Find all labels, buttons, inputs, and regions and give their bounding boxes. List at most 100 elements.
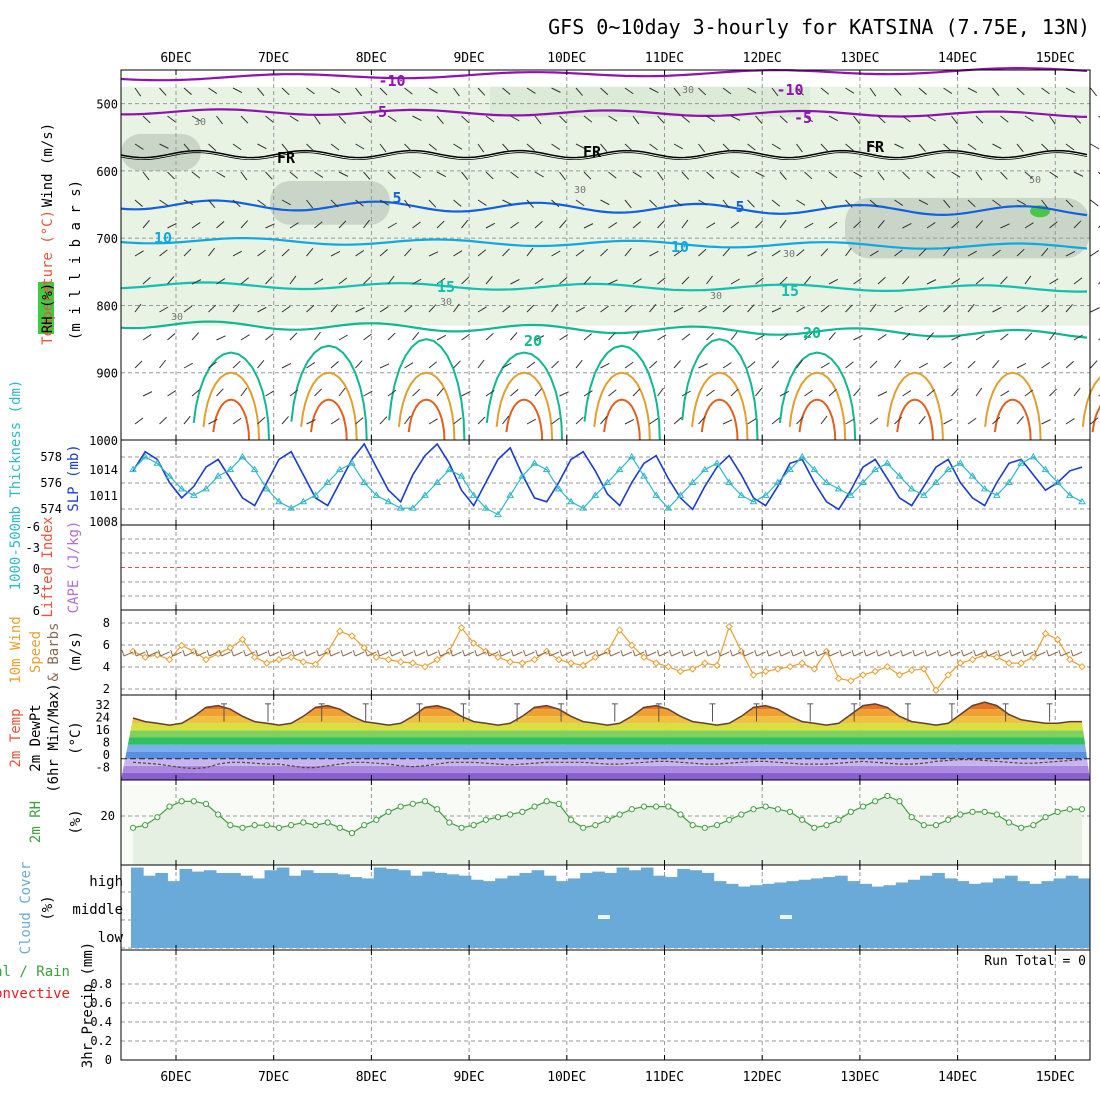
wind-barb xyxy=(1000,333,1009,341)
wind-barb xyxy=(951,115,958,125)
wind-barb xyxy=(877,333,887,341)
wind-barb xyxy=(534,115,542,125)
wind-barb xyxy=(730,115,741,121)
rh-point xyxy=(604,816,611,823)
contour-line xyxy=(120,199,1088,217)
wind-barb xyxy=(306,651,316,657)
contour-line xyxy=(120,108,1088,118)
wind-barb xyxy=(281,87,290,96)
temp-band xyxy=(121,702,1090,710)
wind-barb xyxy=(559,220,567,229)
thickness-point xyxy=(141,452,150,460)
wind-barb xyxy=(561,651,572,657)
wind-speed-point xyxy=(920,665,928,673)
wind-barb xyxy=(412,278,422,285)
wind-barb xyxy=(1016,199,1026,206)
thickness-point xyxy=(664,504,673,511)
cloud-high-bar xyxy=(907,879,921,892)
wind-barb xyxy=(387,332,396,341)
wind-barb xyxy=(330,361,339,369)
cloud-level-label: high xyxy=(89,874,123,890)
wind-barb xyxy=(412,171,421,179)
wind-barb xyxy=(943,199,951,208)
wind-barb xyxy=(779,276,788,285)
wind-barb xyxy=(575,143,586,149)
wind-barb xyxy=(948,649,952,657)
wind-barb xyxy=(551,143,561,151)
cloud-high-bar xyxy=(422,871,435,892)
wind-barb xyxy=(142,171,150,181)
rh-contour-label: 30 xyxy=(574,185,586,196)
thickness-point xyxy=(676,491,685,498)
wind-barb xyxy=(330,143,340,151)
wind-barb xyxy=(771,417,781,425)
wind-barb xyxy=(289,171,298,179)
wind-barb xyxy=(355,87,363,97)
wind-barb xyxy=(1021,649,1025,657)
wind-barb xyxy=(902,115,911,123)
wind-barb xyxy=(450,649,453,657)
wind-barb xyxy=(992,87,1000,96)
wind-barb xyxy=(526,247,534,257)
wind-barb xyxy=(747,251,757,257)
cloud-mid-low xyxy=(131,892,1090,948)
wind-speed-point xyxy=(725,622,733,631)
axis-label-minmax: (6hr Min/Max) xyxy=(46,683,62,793)
contour-loop xyxy=(202,371,260,441)
wind-barb xyxy=(428,199,437,208)
contour-loop xyxy=(993,398,1032,441)
y-tick-label: 0.2 xyxy=(90,1034,112,1048)
wind-barb xyxy=(255,649,259,657)
axis-label-millibars: (m i l l i b a r s) xyxy=(68,180,84,340)
wind-barb xyxy=(355,249,365,257)
wind-speed-point xyxy=(786,662,794,671)
wind-barb xyxy=(534,388,543,397)
wind-barb xyxy=(649,360,658,369)
wind-barb xyxy=(729,649,733,657)
temp-bands xyxy=(121,702,1090,780)
rh-point xyxy=(616,811,623,818)
wind-barb xyxy=(869,303,877,313)
wind-barb xyxy=(975,171,983,181)
wind-barb xyxy=(216,115,223,125)
wind-barb xyxy=(510,115,520,122)
wind-barb xyxy=(474,649,478,657)
wind-barb xyxy=(841,651,852,657)
wind-barb xyxy=(918,143,926,152)
wind-barb xyxy=(551,199,560,208)
wind-barb xyxy=(992,416,1001,425)
cloud-high-bar xyxy=(798,879,812,892)
wind-barb xyxy=(534,171,544,178)
wind-barb xyxy=(657,387,664,397)
wind-barb xyxy=(232,250,242,257)
cloud-high-bar xyxy=(980,882,994,892)
wind-speed-point xyxy=(871,667,879,676)
thickness-line xyxy=(132,455,1083,516)
wind-barb xyxy=(1024,651,1034,657)
wind-speed-point xyxy=(250,653,259,661)
wind-barb xyxy=(853,220,862,229)
contour-label: -10 xyxy=(378,72,405,90)
wind-barb xyxy=(1090,307,1100,313)
cloud-high-bar xyxy=(1041,881,1055,892)
wind-barb xyxy=(257,143,267,150)
wind-barb xyxy=(722,199,730,209)
wind-barb xyxy=(600,305,609,313)
wind-barb xyxy=(134,250,144,257)
wind-barb xyxy=(938,651,949,657)
wind-barb xyxy=(279,649,283,657)
rh-point xyxy=(555,800,562,808)
wind-barb xyxy=(1041,304,1050,313)
wind-barb xyxy=(747,87,757,94)
wind-barb xyxy=(673,143,683,150)
cloud-high-bar xyxy=(458,875,472,892)
wind-barb xyxy=(453,250,463,257)
thickness-point xyxy=(506,491,515,498)
temp-band xyxy=(121,709,1090,717)
wind-barb xyxy=(142,276,151,285)
wind-speed-point xyxy=(834,674,843,683)
cloud-high-bar xyxy=(774,882,788,892)
thickness-point xyxy=(1065,491,1074,498)
wind-speed-point xyxy=(847,677,855,685)
wind-barb xyxy=(1000,115,1009,123)
